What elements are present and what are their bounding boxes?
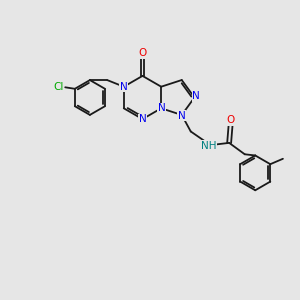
Text: N: N <box>178 111 186 121</box>
Text: O: O <box>138 48 147 58</box>
Text: Cl: Cl <box>53 82 64 92</box>
Text: O: O <box>226 115 235 125</box>
Text: N: N <box>192 91 200 101</box>
Text: N: N <box>139 114 146 124</box>
Text: NH: NH <box>201 141 217 151</box>
Text: N: N <box>120 82 128 92</box>
Text: N: N <box>158 103 166 113</box>
